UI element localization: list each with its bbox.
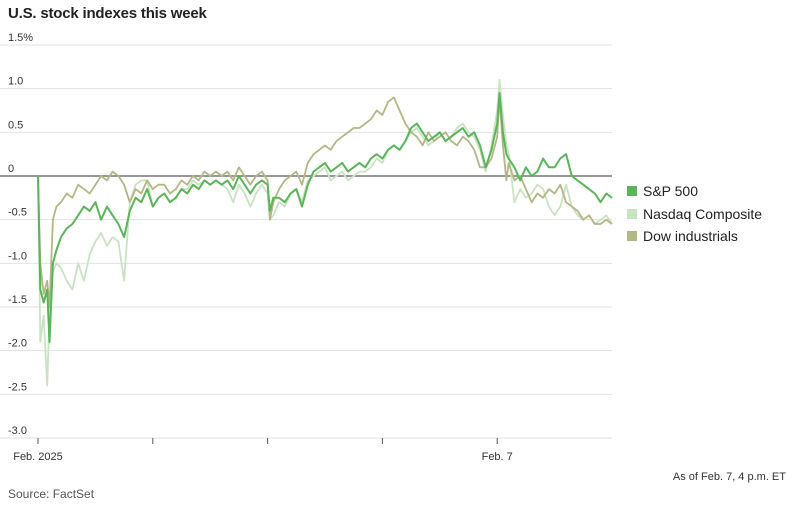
series-lines (37, 79, 613, 387)
y-tick-label: -3.0 (8, 425, 27, 437)
x-tick-label: Feb. 7 (482, 451, 513, 463)
legend-swatch (627, 231, 637, 242)
y-tick-label: -1.5 (8, 294, 27, 306)
y-tick-label: -1.0 (8, 250, 27, 262)
legend-label: Dow industrials (643, 228, 738, 245)
x-tick-label: Feb. 2025 (13, 451, 63, 463)
legend-item: S&P 500 (627, 180, 762, 203)
as-of-note: As of Feb. 7, 4 p.m. ET (672, 471, 786, 483)
y-tick-label: -2.0 (8, 338, 27, 350)
x-axis-ticks: Feb. 2025 Feb. 7 (13, 437, 612, 463)
y-tick-label: 0.5 (8, 119, 23, 131)
y-tick-label: 1.5% (8, 32, 33, 44)
y-tick-label: -0.5 (8, 207, 27, 219)
y-tick-label: 1.0 (8, 76, 23, 88)
legend: S&P 500 Nasdaq Composite Dow industrials (627, 180, 762, 248)
y-tick-label: 0 (8, 163, 14, 175)
series-line-s-p-500 (37, 92, 613, 343)
legend-item: Nasdaq Composite (627, 203, 762, 226)
source-note: Source: FactSet (8, 487, 95, 501)
y-axis-ticks: 1.5% 1.0 0.5 0 -0.5 -1.0 -1.5 -2.0 -2.5 -3.0 (8, 32, 33, 437)
legend-swatch (627, 208, 637, 219)
legend-swatch (627, 186, 637, 197)
legend-label: S&P 500 (643, 183, 699, 200)
y-tick-label: -2.5 (8, 381, 27, 393)
series-line-dow-industrials (37, 96, 613, 308)
legend-item: Dow industrials (627, 225, 762, 248)
grid-lines (0, 44, 612, 439)
legend-label: Nasdaq Composite (643, 205, 763, 222)
chart-title: U.S. stock indexes this week (8, 5, 207, 22)
